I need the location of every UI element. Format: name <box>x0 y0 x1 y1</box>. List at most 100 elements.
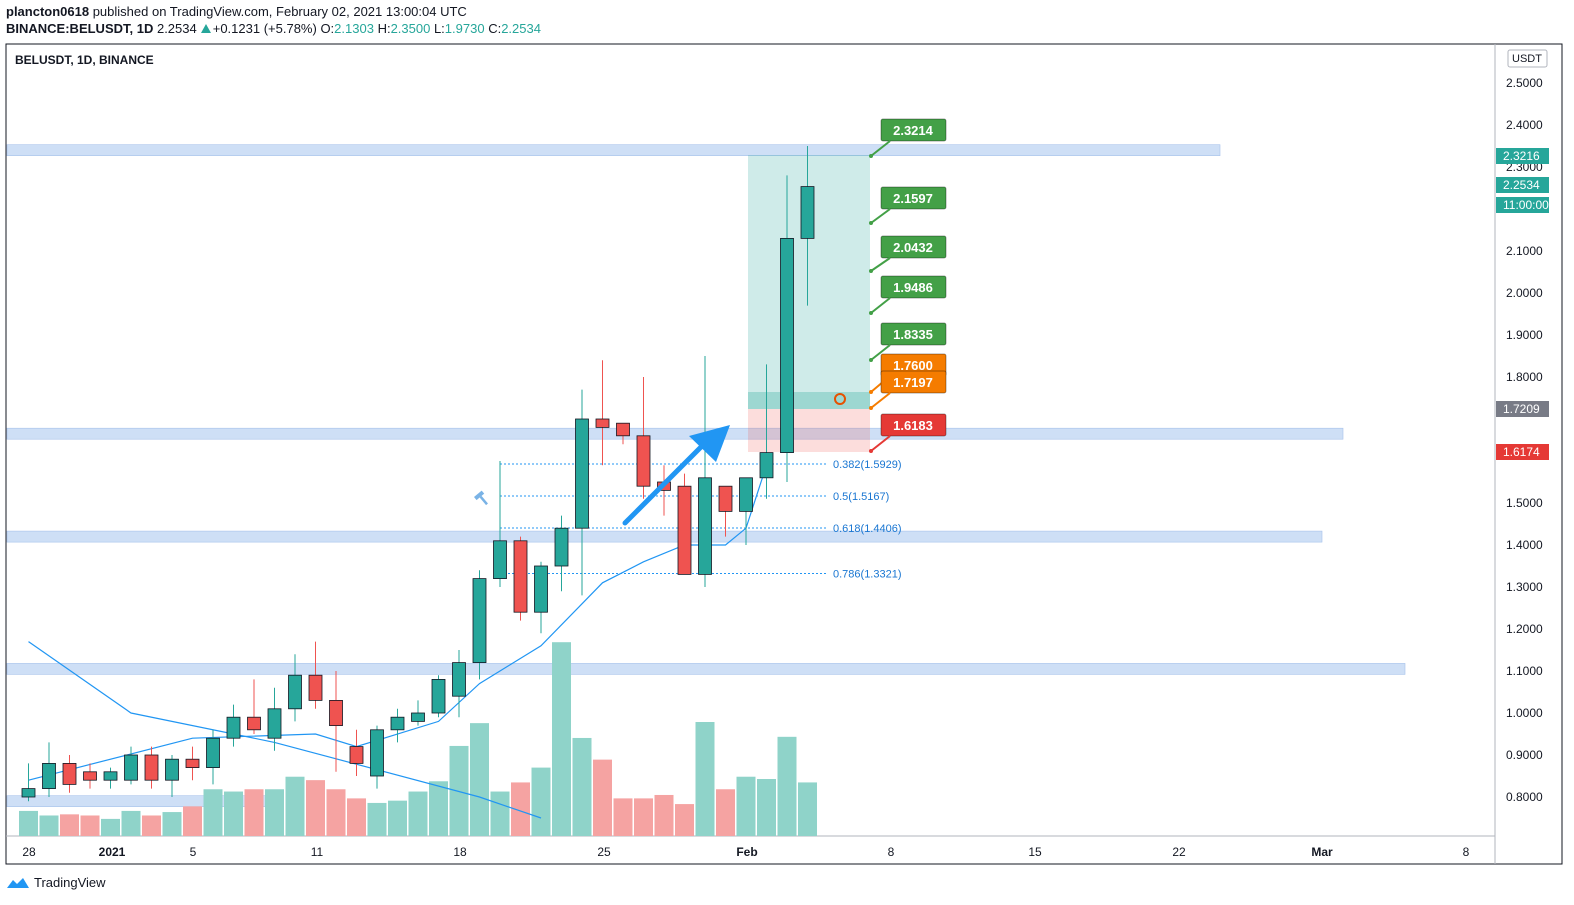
target-label-box <box>880 322 947 346</box>
target-label-pointer <box>870 297 891 314</box>
footer-brand[interactable]: TradingView <box>6 875 106 890</box>
candle-body <box>329 700 343 727</box>
chart-frame <box>5 43 1563 865</box>
candle-body <box>759 452 774 479</box>
fib-level-label: 0.618(1.4406) <box>833 523 902 535</box>
time-tick: Feb <box>736 845 757 859</box>
author-name[interactable]: plancton0618 <box>6 4 90 19</box>
volume-bar <box>634 798 653 836</box>
indicator-lines <box>28 465 768 819</box>
candle-body <box>431 679 446 714</box>
candle-body <box>308 674 323 701</box>
target-label-text: 1.8335 <box>893 327 933 342</box>
time-tick: Mar <box>1311 845 1333 859</box>
price-tick: 1.8000 <box>1506 370 1543 384</box>
time-tick: 15 <box>1028 845 1042 859</box>
candle-body <box>288 674 302 710</box>
time-tick: 5 <box>190 845 197 859</box>
candle-body <box>616 422 630 437</box>
time-tick: 18 <box>453 845 467 859</box>
price-axis-badge <box>1496 401 1549 417</box>
currency-box[interactable] <box>1507 49 1548 68</box>
price-tick: 1.3000 <box>1506 580 1543 594</box>
target-label-pointer <box>870 140 891 157</box>
currency-label: USDT <box>1512 53 1542 65</box>
volume-bar <box>285 776 305 836</box>
candle-body <box>21 788 36 798</box>
target-label-text: 1.9486 <box>893 280 933 295</box>
price-callouts[interactable]: 2.3214 2.1597 2.0432 1.9486 1.8335 1.7600 1.71… <box>869 118 947 453</box>
volume-bar <box>162 812 182 836</box>
price-axis-badge-text: 2.2534 <box>1503 178 1540 192</box>
volume-bar <box>60 814 79 836</box>
entry-label-dot <box>869 406 873 410</box>
entry-label-box <box>880 370 947 394</box>
candle-body <box>554 527 569 567</box>
target-label-dot <box>869 221 873 225</box>
volume-bar <box>552 642 571 836</box>
hammer-icon <box>474 490 488 506</box>
price-tick: 1.9000 <box>1506 328 1543 342</box>
volume-bar <box>244 789 264 836</box>
price-axis-badge-text: 1.7209 <box>1503 402 1540 416</box>
stop-label-box <box>880 413 947 437</box>
target-label-box <box>880 118 947 142</box>
volume-bar <box>408 791 428 836</box>
candle-body <box>677 485 692 575</box>
candle-body <box>575 418 589 529</box>
price-axis-badge-text: 11:00:00 <box>1503 198 1549 212</box>
fibonacci-retracement[interactable]: 0.382(1.5929) 0.5(1.5167) 0.618(1.4406) 0.7… <box>500 459 902 581</box>
volume-bar <box>511 782 530 836</box>
volume-bar <box>367 802 387 836</box>
support-zone <box>6 663 1406 675</box>
price-change: +0.1231 (+5.78%) <box>212 21 317 36</box>
entry-label-text: 1.7600 <box>893 358 933 373</box>
candle-body <box>452 662 466 697</box>
brand-name: TradingView <box>34 875 106 890</box>
volume-bar <box>19 810 38 836</box>
support-zone <box>6 530 1323 543</box>
price-tick: 1.1000 <box>1506 664 1543 678</box>
volume-bar <box>265 789 284 836</box>
fib-level-label: 0.786(1.3321) <box>833 569 902 581</box>
entry-label-dot <box>869 390 873 394</box>
candle-body <box>493 540 507 579</box>
candle-body <box>718 485 733 512</box>
target-label-box <box>880 186 947 210</box>
price-tick: 1.5000 <box>1506 496 1543 510</box>
candle-body <box>206 737 220 769</box>
price-axis-badge-text: 1.6174 <box>1503 445 1540 459</box>
target-label-pointer <box>870 257 891 272</box>
candle-body <box>42 763 56 790</box>
time-tick: 25 <box>597 845 611 859</box>
volume-bar <box>572 737 592 836</box>
candle-body <box>370 729 384 777</box>
target-label-box <box>880 235 947 259</box>
candle-body <box>144 754 159 781</box>
publish-info: plancton0618 published on TradingView.co… <box>6 4 467 19</box>
volume-bar <box>142 815 161 836</box>
candle-body <box>83 771 97 781</box>
time-axis[interactable]: 28 2021 5 11 18 25 Feb 8 15 22 Mar 8 <box>22 845 1469 859</box>
publish-text: published on TradingView.com, February 0… <box>89 4 467 19</box>
volume-bar <box>470 723 489 836</box>
candle-body <box>595 418 610 428</box>
target-label-pointer <box>870 344 891 361</box>
volume-bar <box>675 804 694 836</box>
candle-body <box>226 716 241 739</box>
target-label-dot <box>869 154 873 158</box>
symbol-label: BINANCE:BELUSDT, 1D <box>6 21 154 36</box>
target-label-box <box>880 275 947 299</box>
candle-body <box>472 578 487 663</box>
price-axis[interactable]: 2.50002.40002.30002.10002.00001.90001.80… <box>1496 76 1549 804</box>
candle-body <box>185 758 200 769</box>
target-label-text: 2.3214 <box>893 123 934 138</box>
candle-body <box>390 716 405 731</box>
stop-label-text: 1.6183 <box>893 418 933 433</box>
target-label-dot <box>869 311 873 315</box>
fib-level-label: 0.382(1.5929) <box>833 459 902 471</box>
volume-bar <box>388 800 407 836</box>
trend-arrow[interactable] <box>622 425 730 526</box>
target-label-text: 2.1597 <box>893 191 933 206</box>
